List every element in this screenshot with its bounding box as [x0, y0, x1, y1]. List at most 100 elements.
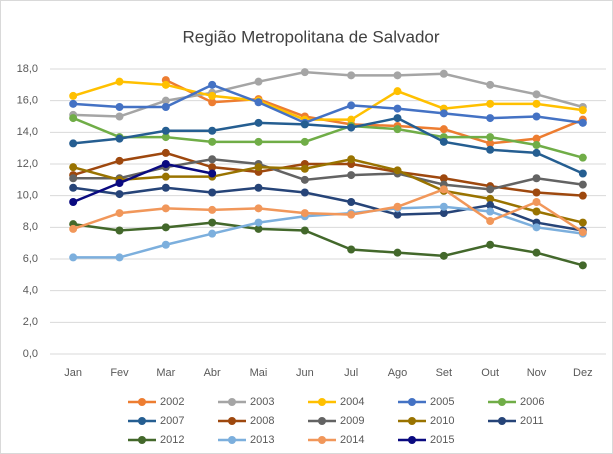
point-marker	[486, 207, 495, 216]
point-marker	[115, 190, 124, 199]
point-marker	[393, 71, 402, 80]
y-tick-label: 2,0	[23, 316, 38, 328]
point-marker	[254, 118, 263, 127]
point-marker	[532, 148, 541, 157]
point-marker	[115, 209, 124, 218]
point-marker	[300, 188, 309, 197]
y-tick-label: 4,0	[23, 285, 38, 297]
legend-label: 2005	[430, 396, 454, 408]
legend-marker	[408, 398, 416, 406]
legend-marker	[498, 398, 506, 406]
point-marker	[69, 91, 78, 100]
point-marker	[486, 99, 495, 108]
point-marker	[486, 194, 495, 203]
point-marker	[578, 191, 587, 200]
point-marker	[532, 112, 541, 121]
point-marker	[69, 163, 78, 172]
y-tick-label: 6,0	[23, 253, 38, 265]
point-marker	[439, 251, 448, 260]
point-marker	[161, 133, 170, 142]
legend-label: 2006	[520, 396, 544, 408]
legend-marker	[138, 417, 146, 425]
point-marker	[532, 198, 541, 206]
point-marker	[486, 133, 495, 142]
series-line	[72, 186, 584, 232]
point-marker	[300, 120, 309, 129]
point-marker	[393, 114, 402, 123]
point-marker	[532, 134, 541, 143]
point-marker	[254, 137, 263, 146]
point-marker	[486, 139, 495, 148]
legend-marker	[228, 398, 236, 406]
x-tick-label: Fev	[110, 367, 129, 379]
legend-label: 2011	[520, 415, 544, 427]
point-marker	[161, 240, 170, 249]
y-tick-label: 16,0	[17, 95, 38, 107]
point-marker	[486, 114, 495, 123]
legend-label: 2015	[430, 434, 454, 446]
point-marker	[393, 87, 402, 96]
point-marker	[578, 261, 587, 270]
point-marker	[208, 218, 217, 227]
point-marker	[393, 125, 402, 134]
point-marker	[393, 202, 402, 211]
legend-marker	[228, 417, 236, 425]
legend-marker	[138, 398, 146, 406]
point-marker	[69, 253, 78, 262]
point-marker	[439, 174, 448, 183]
point-marker	[208, 169, 217, 178]
point-marker	[161, 223, 170, 232]
x-tick-label: Ago	[388, 367, 408, 379]
x-tick-label: Mar	[156, 367, 175, 379]
point-marker	[486, 217, 495, 225]
series-line	[72, 116, 584, 159]
x-tick-label: Abr	[204, 367, 221, 379]
point-marker	[578, 153, 587, 162]
point-marker	[208, 137, 217, 146]
point-marker	[300, 175, 309, 184]
legend-label: 2002	[160, 396, 184, 408]
point-marker	[439, 185, 448, 194]
point-marker	[578, 106, 587, 115]
series-line	[72, 221, 584, 267]
legend-marker	[498, 417, 506, 425]
point-marker	[161, 172, 170, 181]
point-marker	[300, 68, 309, 77]
point-marker	[486, 80, 495, 89]
point-marker	[208, 188, 217, 197]
x-tick-label: Set	[436, 367, 453, 379]
point-marker	[161, 204, 170, 213]
point-marker	[347, 210, 356, 219]
point-marker	[532, 188, 541, 197]
x-tick-label: Jun	[296, 367, 314, 379]
point-marker	[69, 174, 78, 183]
point-marker	[347, 101, 356, 110]
point-marker	[300, 164, 309, 173]
point-marker	[486, 185, 495, 194]
point-marker	[161, 148, 170, 157]
point-marker	[254, 98, 263, 107]
point-marker	[115, 112, 124, 121]
point-marker	[578, 228, 587, 237]
legend-label: 2004	[340, 396, 364, 408]
point-marker	[486, 145, 495, 154]
point-marker	[161, 183, 170, 192]
point-marker	[393, 104, 402, 113]
point-marker	[532, 248, 541, 257]
legend-label: 2009	[340, 415, 364, 427]
x-tick-label: Dez	[573, 367, 593, 379]
point-marker	[161, 96, 170, 105]
point-marker	[439, 109, 448, 118]
point-marker	[69, 224, 78, 233]
legend-marker	[228, 436, 236, 444]
point-marker	[161, 126, 170, 135]
x-tick-label: Jan	[64, 367, 82, 379]
legend-marker	[318, 417, 326, 425]
point-marker	[208, 155, 217, 164]
series-line	[72, 80, 584, 121]
y-tick-label: 12,0	[17, 158, 38, 170]
point-marker	[208, 163, 217, 172]
point-marker	[578, 180, 587, 189]
point-marker	[532, 90, 541, 99]
